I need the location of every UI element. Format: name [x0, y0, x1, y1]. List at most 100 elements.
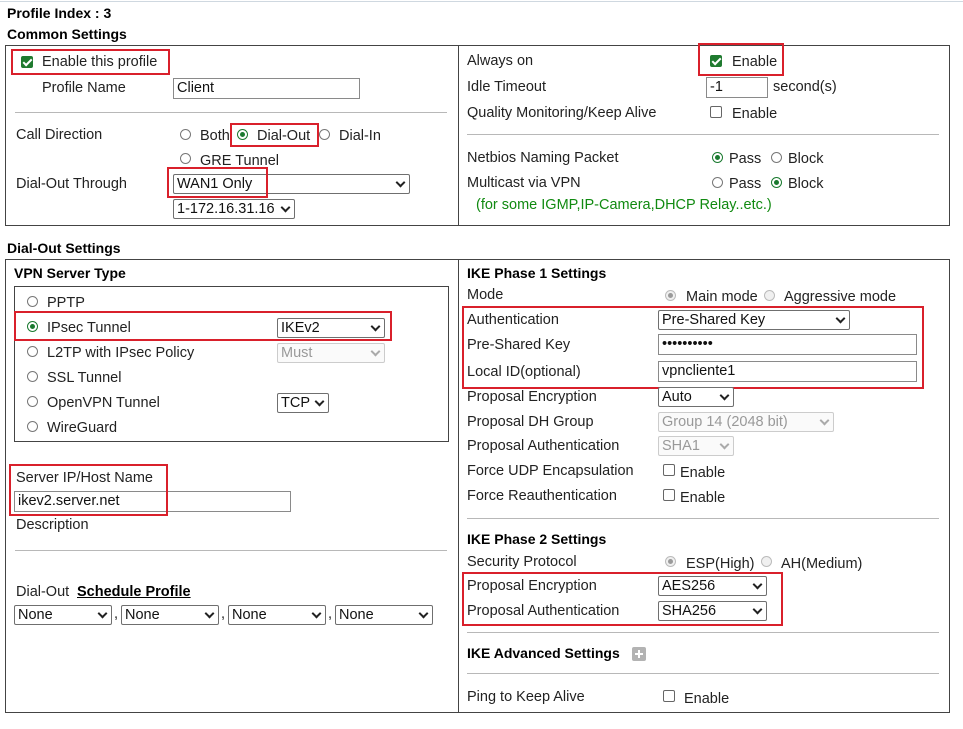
force-reauth-checkbox[interactable] [663, 489, 675, 501]
expand-plus-icon[interactable] [632, 647, 646, 661]
multicast-block-radio[interactable] [771, 177, 782, 188]
profile-name-input[interactable]: Client [173, 78, 360, 99]
call-direction-dialin-radio[interactable] [319, 129, 330, 140]
profile-index: Profile Index : 3 [7, 5, 112, 21]
ike2-prop-enc-label: Proposal Encryption [467, 578, 597, 594]
dialout-left-divider [15, 550, 447, 551]
idle-timeout-label: Idle Timeout [467, 79, 546, 95]
dialout-ip-select[interactable]: 1-172.16.31.16 [173, 199, 295, 219]
ping-keepalive-checkbox[interactable] [663, 690, 675, 702]
common-right-panel [458, 45, 950, 226]
schedule-separator-2: , [221, 606, 226, 622]
ike-advanced-title: IKE Advanced Settings [467, 645, 620, 661]
ike1-prop-dh-label: Proposal DH Group [467, 414, 594, 430]
multicast-note: (for some IGMP,IP-Camera,DHCP Relay..etc… [476, 197, 772, 213]
ike1-local-id-label: Local ID(optional) [467, 364, 581, 380]
ike2-sec-proto-label: Security Protocol [467, 554, 577, 570]
schedule-select-1[interactable]: None [14, 605, 112, 625]
force-udp-enable-label: Enable [680, 465, 726, 481]
l2tp-policy-select[interactable]: Must [277, 343, 385, 363]
ike2-esp-label: ESP(High) [686, 556, 755, 572]
ike2-prop-auth-label: Proposal Authentication [467, 603, 620, 619]
always-on-enable-label: Enable [732, 54, 778, 70]
always-on-checkbox[interactable] [710, 55, 722, 67]
highlight-ike1-auth [462, 306, 924, 389]
ike2-ah-radio[interactable] [761, 556, 772, 567]
multicast-block-label: Block [788, 176, 824, 192]
dialout-settings-title: Dial-Out Settings [7, 240, 121, 256]
ike1-local-id-input[interactable]: vpncliente1 [658, 361, 917, 382]
ping-keepalive-enable-label: Enable [684, 691, 730, 707]
common-right-divider [467, 134, 939, 135]
enable-profile-checkbox[interactable] [21, 56, 33, 68]
quality-checkbox[interactable] [710, 106, 722, 118]
idle-timeout-unit: second(s) [773, 79, 837, 95]
vpn-type-openvpn-radio[interactable] [27, 396, 38, 407]
ipsec-version-select[interactable]: IKEv2 [277, 318, 385, 338]
vpn-type-ipsec-radio[interactable] [27, 321, 38, 332]
ike1-mode-main-label: Main mode [686, 289, 758, 305]
ike2-ah-label: AH(Medium) [781, 556, 863, 572]
vpn-type-ssl-radio[interactable] [27, 371, 38, 382]
schedule-select-3[interactable]: None [228, 605, 326, 625]
netbios-block-radio[interactable] [771, 152, 782, 163]
call-direction-both-radio[interactable] [180, 129, 191, 140]
dialout-right-panel [458, 259, 950, 713]
dialout-through-select[interactable]: WAN1 Only [173, 174, 410, 194]
multicast-pass-radio[interactable] [712, 177, 723, 188]
server-host-input[interactable]: ikev2.server.net [14, 491, 291, 512]
multicast-pass-label: Pass [729, 176, 762, 192]
ike1-title: IKE Phase 1 Settings [467, 265, 607, 281]
vpn-type-ssl-label: SSL Tunnel [47, 370, 122, 386]
profile-name-label: Profile Name [42, 80, 126, 96]
ike1-prop-auth-label: Proposal Authentication [467, 438, 620, 454]
force-udp-checkbox[interactable] [663, 464, 675, 476]
ike2-prop-auth-select[interactable]: SHA256 [658, 601, 767, 621]
dialout-schedule-label: Dial-Out [16, 584, 70, 600]
ike1-auth-label: Authentication [467, 312, 559, 328]
idle-timeout-input[interactable]: -1 [706, 77, 768, 98]
ike1-prop-dh-select[interactable]: Group 14 (2048 bit) [658, 412, 834, 432]
openvpn-proto-select[interactable]: TCP [277, 393, 329, 413]
call-direction-dialout-radio[interactable] [237, 129, 248, 140]
schedule-select-2[interactable]: None [121, 605, 219, 625]
call-direction-gre-radio[interactable] [180, 153, 191, 164]
ike1-prop-enc-label: Proposal Encryption [467, 389, 597, 405]
ike2-esp-radio[interactable] [665, 556, 676, 567]
ike1-prop-enc-select[interactable]: Auto [658, 387, 734, 407]
common-settings-title: Common Settings [7, 26, 127, 42]
schedule-select-4[interactable]: None [335, 605, 433, 625]
vpn-type-pptp-radio[interactable] [27, 296, 38, 307]
enable-profile-label: Enable this profile [42, 54, 158, 70]
top-divider [0, 1, 963, 2]
netbios-pass-radio[interactable] [712, 152, 723, 163]
schedule-profile-link[interactable]: Schedule Profile [77, 584, 191, 600]
vpn-type-wireguard-label: WireGuard [47, 420, 118, 436]
force-udp-label: Force UDP Encapsulation [467, 463, 634, 479]
highlight-server-host [9, 464, 168, 516]
ike1-mode-main-radio[interactable] [665, 290, 676, 301]
ike1-psk-input[interactable]: •••••••••• [658, 334, 917, 355]
ike2-title: IKE Phase 2 Settings [467, 531, 607, 547]
netbios-label: Netbios Naming Packet [467, 150, 619, 166]
ike1-mode-aggressive-label: Aggressive mode [784, 289, 897, 305]
dialout-through-label: Dial-Out Through [16, 176, 127, 192]
vpn-type-l2tp-radio[interactable] [27, 346, 38, 357]
always-on-label: Always on [467, 53, 534, 69]
ike1-prop-auth-select[interactable]: SHA1 [658, 436, 734, 456]
ike1-mode-aggressive-radio[interactable] [764, 290, 775, 301]
netbios-pass-label: Pass [729, 151, 762, 167]
ike1-divider [467, 518, 939, 519]
ike1-auth-select[interactable]: Pre-Shared Key [658, 310, 850, 330]
vpn-type-wireguard-radio[interactable] [27, 421, 38, 432]
ping-keepalive-label: Ping to Keep Alive [467, 689, 585, 705]
highlight-ipsec [14, 311, 392, 341]
quality-enable-label: Enable [732, 106, 778, 122]
force-reauth-enable-label: Enable [680, 490, 726, 506]
ike2-prop-enc-select[interactable]: AES256 [658, 576, 767, 596]
ike1-psk-label: Pre-Shared Key [467, 337, 571, 353]
vpn-server-type-box [14, 286, 449, 442]
schedule-separator-3: , [328, 606, 333, 622]
force-reauth-label: Force Reauthentication [467, 488, 617, 504]
call-direction-gre-label: GRE Tunnel [200, 153, 279, 169]
